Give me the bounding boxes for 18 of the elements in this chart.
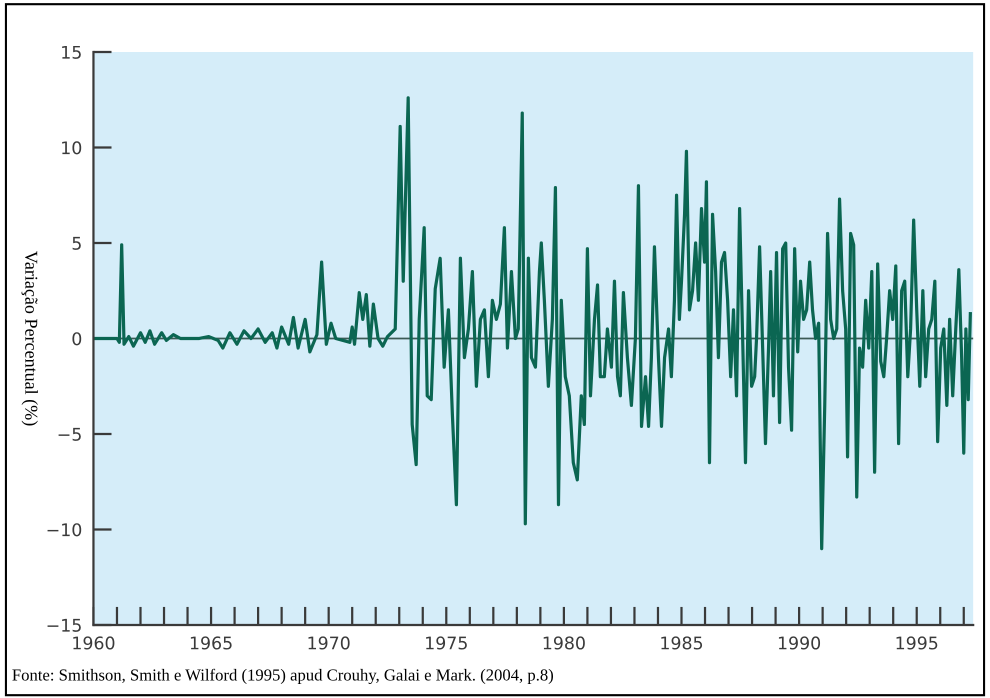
y-axis-title: Variação Percentual (%) xyxy=(22,251,38,426)
y-tick-label: −15 xyxy=(48,618,81,632)
y-tick-label: 5 xyxy=(72,236,81,250)
source-note: Fonte: Smithson, Smith e Wilford (1995) apud Crouhy, Galai e Mark. (2004, p.8) xyxy=(12,668,554,684)
line-series xyxy=(93,96,972,550)
y-tick-label: 10 xyxy=(62,141,82,154)
y-tick-label: −5 xyxy=(58,428,81,441)
x-tick-label: 1985 xyxy=(661,636,702,650)
x-tick-label: 1980 xyxy=(544,636,585,650)
y-tick-label: 15 xyxy=(62,46,81,59)
x-tick-label: 1970 xyxy=(308,636,350,650)
x-tick-label: 1990 xyxy=(778,636,820,650)
y-tick-label: −10 xyxy=(48,523,82,536)
x-tick-label: 1960 xyxy=(73,636,114,650)
x-tick-label: 1965 xyxy=(190,636,232,650)
x-tick-label: 1995 xyxy=(896,636,938,650)
x-tick-label: 1975 xyxy=(426,636,467,650)
y-tick-label: 0 xyxy=(72,332,82,346)
